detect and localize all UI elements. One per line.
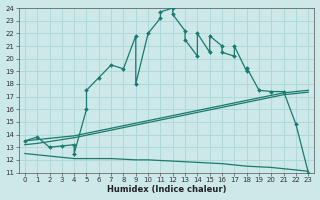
X-axis label: Humidex (Indice chaleur): Humidex (Indice chaleur) bbox=[107, 185, 226, 194]
